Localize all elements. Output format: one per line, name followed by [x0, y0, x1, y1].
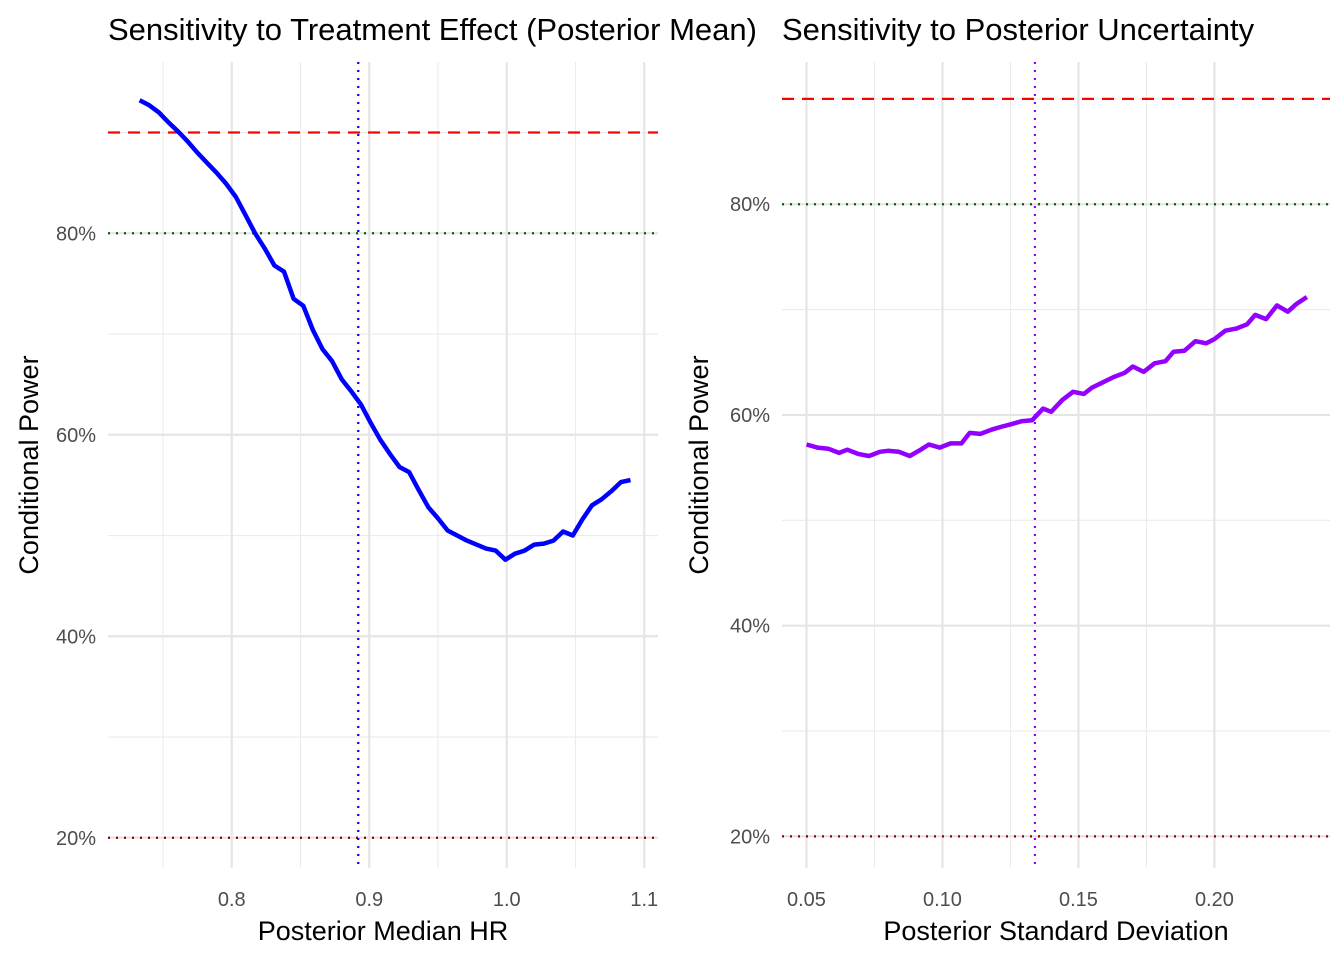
reference-lines — [782, 62, 1330, 868]
x-tick-label: 0.10 — [923, 889, 962, 911]
y-axis-title: Conditional Power — [684, 355, 714, 574]
x-tick-label: 0.8 — [218, 889, 246, 911]
series — [805, 295, 1309, 459]
x-tick-label: 0.20 — [1195, 889, 1234, 911]
grid — [108, 62, 658, 868]
grid — [782, 62, 1330, 868]
y-tick-label: 60% — [730, 405, 770, 427]
x-tick-labels: 0.8 0.9 1.0 1.1 — [218, 889, 658, 911]
panel-left: 0.8 0.9 1.0 1.1 20% 40% 60% 80% Posterior Medi… — [14, 62, 658, 946]
y-tick-label: 60% — [56, 425, 96, 447]
x-tick-label: 0.9 — [355, 889, 383, 911]
panel-right: 0.05 0.10 0.15 0.20 20% 40% 60% 80% Posterior … — [684, 62, 1330, 946]
y-tick-label: 40% — [730, 616, 770, 638]
y-axis-title: Conditional Power — [14, 355, 44, 574]
x-tick-label: 0.15 — [1059, 889, 1098, 911]
x-axis-title: Posterior Median HR — [258, 916, 509, 946]
x-axis-title: Posterior Standard Deviation — [883, 916, 1228, 946]
chart-title-right: Sensitivity to Posterior Uncertainty — [782, 12, 1255, 47]
y-tick-label: 80% — [730, 194, 770, 216]
x-tick-label: 1.1 — [630, 889, 658, 911]
series-line — [805, 295, 1309, 459]
x-tick-label: 1.0 — [493, 889, 521, 911]
series — [138, 98, 631, 562]
y-tick-label: 40% — [56, 626, 96, 648]
y-tick-labels: 20% 40% 60% 80% — [730, 194, 770, 848]
y-tick-label: 20% — [730, 826, 770, 848]
series-line — [138, 98, 631, 562]
x-tick-labels: 0.05 0.10 0.15 0.20 — [787, 889, 1234, 911]
chart-title-left: Sensitivity to Treatment Effect (Posteri… — [108, 12, 757, 47]
reference-lines — [108, 62, 658, 868]
y-tick-labels: 20% 40% 60% 80% — [56, 223, 96, 850]
x-tick-label: 0.05 — [787, 889, 826, 911]
y-tick-label: 20% — [56, 828, 96, 850]
y-tick-label: 80% — [56, 223, 96, 245]
